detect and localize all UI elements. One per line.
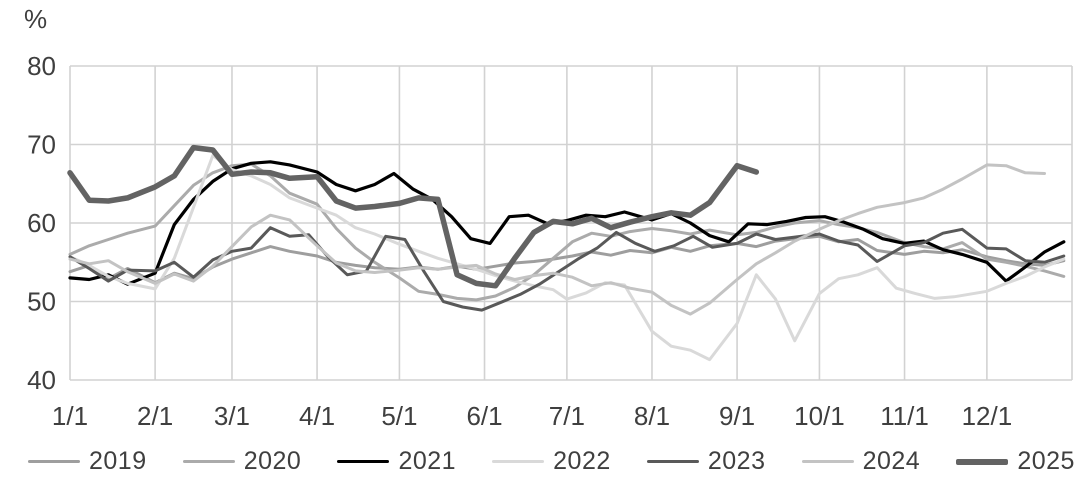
legend-swatch-2023 <box>646 459 699 464</box>
x-tick-label-12/1: 12/1 <box>962 401 1013 431</box>
gridlines <box>69 65 1073 381</box>
y-axis-tick-labels: 40 50 60 70 80 <box>27 51 56 395</box>
series-line-2022 <box>68 154 1066 362</box>
x-tick-label-6/1: 6/1 <box>466 401 502 431</box>
legend-item-2022: 2022 <box>492 447 611 476</box>
series-line-2025 <box>67 144 760 289</box>
legend-swatch-2019 <box>28 459 80 464</box>
legend-swatch-2025 <box>956 458 1009 465</box>
legend-label-2020: 2020 <box>243 447 302 475</box>
legend-swatch-2021 <box>337 459 390 464</box>
x-tick-label-8/1: 8/1 <box>634 401 670 431</box>
legend-label-2024: 2024 <box>862 447 921 475</box>
y-tick-label-70: 70 <box>27 130 56 160</box>
legend-label-2022: 2022 <box>553 447 611 475</box>
series-line-2019 <box>68 234 1066 285</box>
y-axis-unit-label: % <box>24 4 47 34</box>
x-tick-label-7/1: 7/1 <box>549 401 585 431</box>
x-tick-label-9/1: 9/1 <box>719 401 755 431</box>
legend-label-2025: 2025 <box>1017 447 1075 475</box>
legend-item-2021: 2021 <box>337 447 456 476</box>
chart-legend: 2019 2020 2021 2022 2023 2024 2025 <box>0 447 1085 476</box>
legend-swatch-2022 <box>492 459 545 464</box>
x-tick-label-5/1: 5/1 <box>381 401 417 431</box>
series-line-2023 <box>68 226 1066 312</box>
y-tick-label-50: 50 <box>27 287 56 317</box>
legend-swatch-2024 <box>801 459 854 464</box>
x-tick-label-4/1: 4/1 <box>299 401 335 431</box>
y-tick-label-80: 80 <box>27 51 56 81</box>
data-series <box>67 144 1066 362</box>
legend-item-2025: 2025 <box>956 447 1075 476</box>
series-line-2024 <box>68 163 1046 316</box>
legend-item-2024: 2024 <box>801 447 921 476</box>
x-tick-label-2/1: 2/1 <box>137 401 173 431</box>
legend-item-2020: 2020 <box>182 447 302 476</box>
y-tick-label-40: 40 <box>27 365 56 395</box>
y-tick-label-60: 60 <box>27 208 56 238</box>
legend-swatch-2020 <box>182 459 235 464</box>
legend-label-2021: 2021 <box>398 447 457 475</box>
legend-item-2023: 2023 <box>646 447 766 476</box>
x-tick-label-3/1: 3/1 <box>214 401 250 431</box>
legend-label-2023: 2023 <box>707 447 766 475</box>
x-tick-label-1/1: 1/1 <box>52 401 88 431</box>
x-axis-tick-labels: 1/1 2/1 3/1 4/1 5/1 6/1 7/1 8/1 9/1 10/1 11/1 12/1 <box>52 401 1012 431</box>
legend-item-2019: 2019 <box>28 447 147 476</box>
legend-label-2019: 2019 <box>89 447 147 475</box>
x-tick-label-10/1: 10/1 <box>794 401 845 431</box>
x-tick-label-11/1: 11/1 <box>880 401 929 431</box>
